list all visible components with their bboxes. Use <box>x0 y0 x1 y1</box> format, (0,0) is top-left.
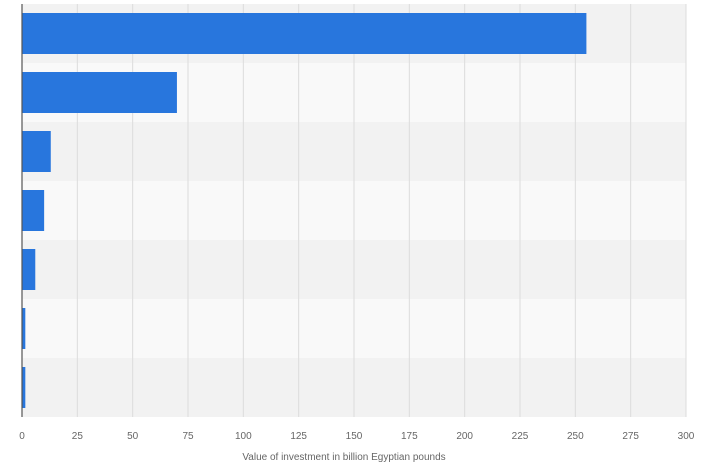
x-tick-label: 275 <box>622 431 639 442</box>
x-tick-label: 50 <box>127 431 139 442</box>
bar[interactable] <box>22 131 51 172</box>
x-tick-labels: 0 25 50 75 100 125 150 175 200 225 250 275 300 <box>19 431 695 442</box>
bar[interactable] <box>22 72 177 113</box>
bar[interactable] <box>22 249 36 290</box>
x-tick-label: 100 <box>235 431 252 442</box>
x-axis-label: Value of investment in billion Egyptian … <box>242 452 445 463</box>
bar[interactable] <box>22 308 26 349</box>
x-tick-label: 225 <box>512 431 529 442</box>
bars <box>22 13 587 408</box>
bar[interactable] <box>22 367 26 408</box>
x-tick-label: 125 <box>290 431 307 442</box>
x-tick-label: 175 <box>401 431 418 442</box>
bar[interactable] <box>22 190 45 231</box>
x-tick-label: 300 <box>678 431 695 442</box>
gridlines <box>76 4 687 417</box>
x-tick-label: 150 <box>346 431 363 442</box>
x-tick-label: 0 <box>19 431 25 442</box>
x-tick-label: 250 <box>567 431 584 442</box>
x-tick-label: 75 <box>182 431 194 442</box>
x-tick-label: 200 <box>456 431 473 442</box>
bar[interactable] <box>22 13 587 54</box>
x-tick-label: 25 <box>72 431 84 442</box>
